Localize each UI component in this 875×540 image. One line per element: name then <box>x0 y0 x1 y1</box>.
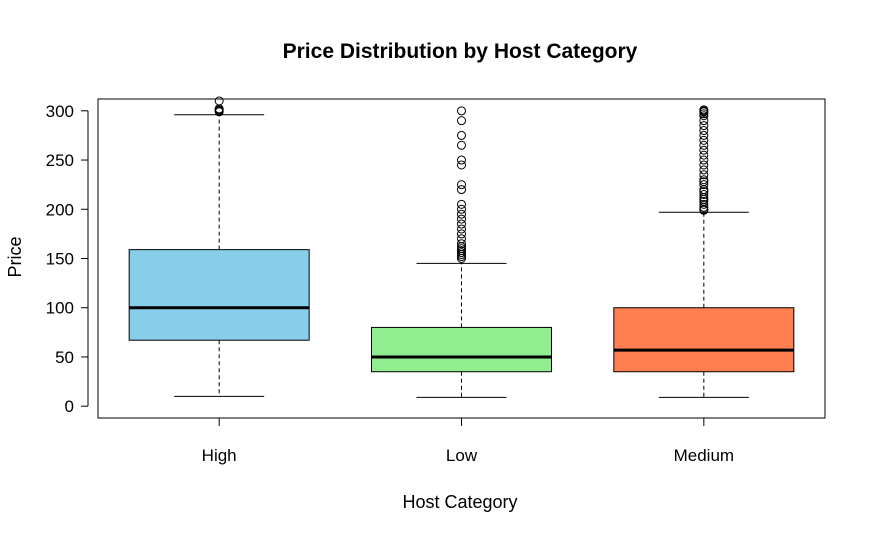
outlier-low-14 <box>457 204 466 214</box>
outlier-medium-7 <box>699 190 709 200</box>
outlier-low-21 <box>457 130 466 140</box>
outlier-medium-15 <box>699 160 709 170</box>
outlier-medium-17 <box>699 150 709 160</box>
y-axis-label: Price <box>5 236 25 277</box>
outlier-low-9 <box>457 229 466 239</box>
outlier-medium-24 <box>699 116 709 126</box>
outlier-medium-22 <box>699 126 709 136</box>
x-tick-label-medium: Medium <box>674 446 734 465</box>
outlier-low-13 <box>457 209 466 219</box>
outlier-medium-23 <box>699 121 709 131</box>
box-low <box>371 326 552 373</box>
outlier-low-8 <box>457 234 466 244</box>
outlier-low-22 <box>457 116 466 126</box>
outlier-medium-14 <box>699 165 709 175</box>
outlier-medium-20 <box>699 135 709 145</box>
y-tick-label-4: 200 <box>46 200 74 219</box>
y-tick-label-5: 250 <box>46 151 74 170</box>
y-tick-label-1: 50 <box>55 348 74 367</box>
outlier-medium-29 <box>699 105 709 115</box>
box-high <box>128 249 310 341</box>
outlier-low-18 <box>457 160 466 170</box>
outlier-medium-21 <box>699 130 709 140</box>
outlier-low-16 <box>457 185 466 195</box>
outlier-low-15 <box>457 199 466 209</box>
outlier-low-19 <box>457 155 466 165</box>
outlier-medium-3 <box>699 199 709 209</box>
outlier-medium-13 <box>699 170 709 180</box>
outlier-medium-18 <box>699 145 709 155</box>
outlier-low-11 <box>457 219 466 229</box>
y-tick-label-2: 100 <box>46 299 74 318</box>
chart-title: Price Distribution by Host Category <box>283 40 638 63</box>
plot-area: 0 50 100 150 200 250 300 High Low Medium <box>46 96 826 465</box>
outlier-low-10 <box>457 224 466 234</box>
y-tick-label-3: 150 <box>46 250 74 269</box>
outlier-high-4 <box>214 96 224 106</box>
outlier-medium-10 <box>699 180 709 190</box>
x-axis-label: Host Category <box>402 492 517 512</box>
outlier-low-7 <box>457 239 466 249</box>
x-tick-label-low: Low <box>446 446 478 465</box>
outlier-low-17 <box>457 180 466 190</box>
outlier-medium-16 <box>699 155 709 165</box>
x-tick-label-high: High <box>202 446 237 465</box>
outlier-low-23 <box>457 106 466 116</box>
box-medium <box>613 307 795 373</box>
y-tick-label-6: 300 <box>46 102 74 121</box>
outlier-low-12 <box>457 214 466 224</box>
outlier-medium-12 <box>699 175 709 185</box>
y-tick-label-0: 0 <box>65 397 74 416</box>
outlier-low-20 <box>457 140 466 150</box>
outlier-medium-19 <box>699 140 709 150</box>
